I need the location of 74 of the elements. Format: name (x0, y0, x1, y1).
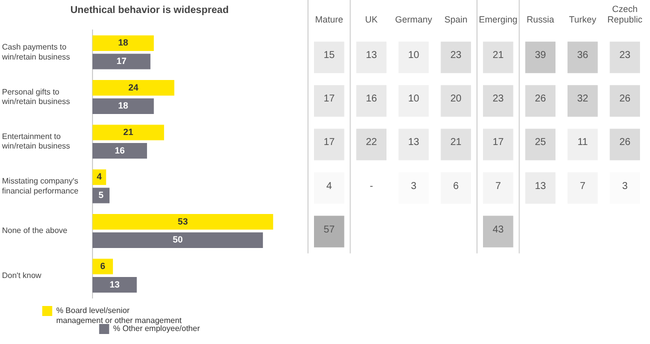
data-label: 20 (450, 94, 462, 105)
y-tick-label: Personal gifts to win/retain business (1, 87, 70, 106)
data-label: 17 (324, 94, 336, 105)
legend-label: % Board level/senior management or other management (56, 306, 182, 325)
y-tick-label: Cash payments to win/retain business (1, 42, 70, 62)
data-label: 13 (110, 279, 120, 290)
data-label: 21 (450, 137, 462, 148)
bar (92, 54, 150, 70)
y-tick-label: Misstating company's financial performance (2, 176, 80, 196)
data-label: 26 (619, 94, 631, 105)
data-label: 23 (450, 50, 462, 62)
data-label: 43 (492, 224, 504, 236)
data-label: 11 (577, 137, 588, 148)
x-tick-label: Russia (526, 14, 554, 25)
data-label: 4 (96, 172, 102, 182)
data-label: 7 (580, 180, 586, 192)
data-label: 16 (114, 145, 125, 156)
data-label: 21 (492, 50, 504, 62)
data-label: 7 (495, 180, 502, 192)
data-label: 25 (534, 137, 546, 148)
bar (92, 277, 137, 293)
y-tick-label: Entertainment to win/retain business (1, 132, 70, 151)
x-tick-label: Germany (395, 14, 433, 25)
data-label: 6 (453, 180, 460, 192)
data-label: 26 (534, 94, 546, 105)
y-tick-label: None of the above (2, 226, 68, 236)
data-label: 3 (622, 180, 628, 192)
data-label: 23 (492, 94, 504, 105)
bar (92, 143, 148, 159)
bar (92, 258, 113, 274)
data-label: 39 (534, 50, 546, 62)
x-tick-label: Emerging (478, 14, 518, 25)
y-tick-label: Don't know (2, 270, 42, 280)
legend-label: % Other employee/other (113, 324, 200, 334)
data-label: 22 (366, 137, 378, 148)
data-label: 5 (98, 190, 104, 200)
data-label: 26 (619, 137, 631, 148)
bar (92, 80, 174, 96)
data-label: 3 (410, 180, 417, 192)
data-label: 57 (324, 224, 336, 236)
data-label: 50 (172, 234, 183, 245)
data-label: 16 (366, 94, 378, 105)
data-label: 18 (118, 100, 128, 111)
data-label: 21 (123, 126, 134, 137)
data-label: 17 (116, 56, 126, 66)
data-label: 32 (577, 94, 589, 105)
data-label: 13 (408, 137, 420, 148)
text: - (370, 180, 374, 192)
data-label: 53 (178, 216, 188, 226)
bar (92, 124, 164, 140)
bar (92, 188, 110, 204)
data-label: 4 (326, 180, 332, 192)
bar (92, 98, 154, 114)
data-label: 17 (492, 137, 504, 148)
x-tick-label: Turkey (569, 14, 597, 25)
x-tick-label: Spain (444, 14, 468, 25)
data-label: 17 (324, 137, 336, 148)
data-label: 36 (577, 50, 589, 62)
x-tick-label: Mature (315, 14, 344, 25)
data-label: 13 (366, 50, 378, 62)
chart-title: Unethical behavior is widespread (70, 4, 229, 16)
data-label: 10 (408, 94, 420, 105)
bar (92, 232, 263, 248)
data-label: 13 (534, 180, 546, 192)
data-label: 15 (324, 50, 336, 62)
data-label: 23 (619, 50, 631, 62)
data-label: 6 (100, 260, 106, 271)
bar (92, 35, 154, 51)
data-label: 18 (118, 38, 128, 48)
x-tick-label: Czech Republic (607, 4, 643, 25)
bar (92, 214, 274, 230)
x-tick-label: UK (365, 14, 378, 25)
data-label: 10 (408, 50, 420, 62)
data-label: 24 (128, 82, 138, 92)
